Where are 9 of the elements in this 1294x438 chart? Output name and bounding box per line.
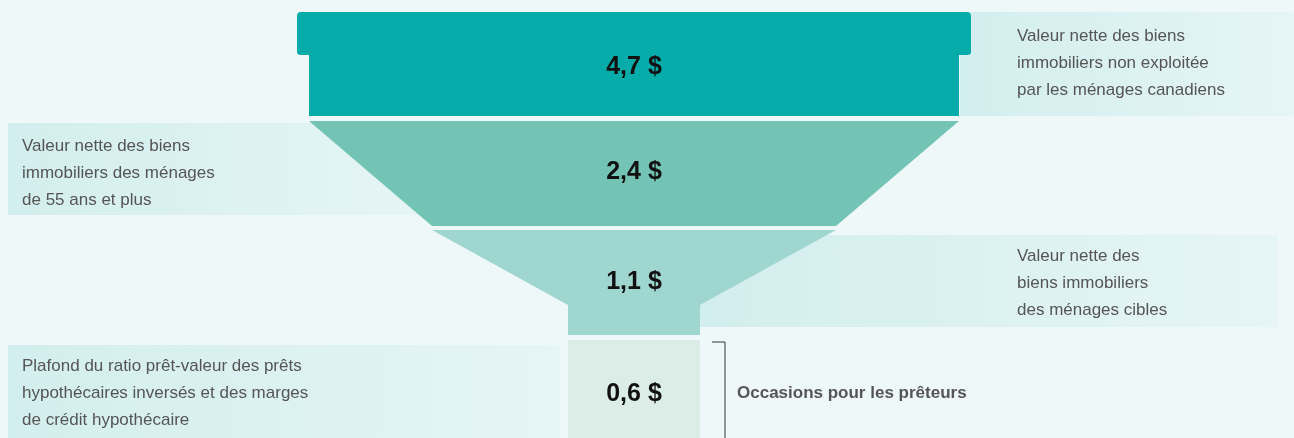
data-label: 4,7 $ bbox=[606, 51, 662, 79]
data-label: 0,6 $ bbox=[606, 378, 662, 406]
category-label: Plafond du ratio prêt-valeur des prêts hypothécaires inversés et des marges de crédit hypothécaire bbox=[22, 356, 309, 429]
category-label: Valeur nette des biens immobiliers non exploitée par les ménages canadiens bbox=[1017, 26, 1225, 99]
category-label: Valeur nette des biens immobiliers des ménages de 55 ans et plus bbox=[22, 136, 215, 209]
text: Occasions pour les prêteurs bbox=[737, 383, 967, 402]
category-label: Valeur nette des biens immobiliers des ménages cibles bbox=[1017, 246, 1168, 319]
data-label: 2,4 $ bbox=[606, 156, 662, 184]
data-label: 1,1 $ bbox=[606, 266, 662, 294]
